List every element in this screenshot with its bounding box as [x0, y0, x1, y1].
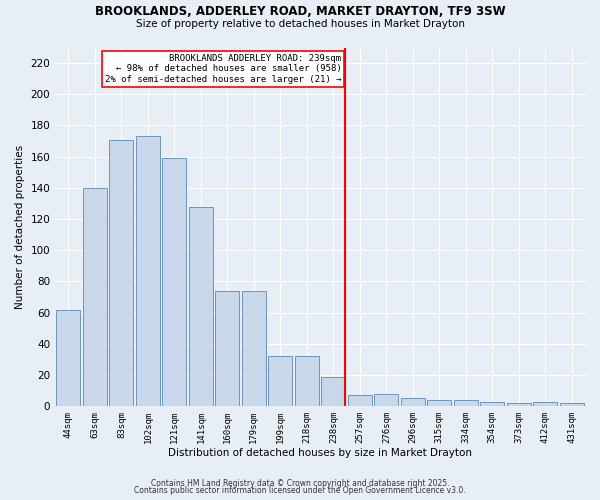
Bar [481, 402, 504, 406]
Text: Contains public sector information licensed under the Open Government Licence v3: Contains public sector information licen… [134, 486, 466, 495]
Bar [215, 291, 239, 406]
Bar [348, 396, 372, 406]
Bar [401, 398, 425, 406]
Y-axis label: Number of detached properties: Number of detached properties [15, 145, 25, 309]
Bar [109, 140, 133, 406]
Bar [189, 206, 213, 406]
Bar [322, 376, 345, 406]
Bar [454, 400, 478, 406]
Bar [374, 394, 398, 406]
Text: BROOKLANDS ADDERLEY ROAD: 239sqm
← 98% of detached houses are smaller (958)
2% o: BROOKLANDS ADDERLEY ROAD: 239sqm ← 98% o… [105, 54, 341, 84]
Bar [163, 158, 187, 406]
Bar [268, 356, 292, 406]
Bar [83, 188, 107, 406]
Bar [427, 400, 451, 406]
Bar [560, 403, 584, 406]
X-axis label: Distribution of detached houses by size in Market Drayton: Distribution of detached houses by size … [168, 448, 472, 458]
Bar [533, 402, 557, 406]
Text: Size of property relative to detached houses in Market Drayton: Size of property relative to detached ho… [136, 19, 464, 29]
Text: BROOKLANDS, ADDERLEY ROAD, MARKET DRAYTON, TF9 3SW: BROOKLANDS, ADDERLEY ROAD, MARKET DRAYTO… [95, 5, 505, 18]
Bar [242, 291, 266, 406]
Bar [136, 136, 160, 406]
Bar [507, 403, 530, 406]
Bar [56, 310, 80, 406]
Text: Contains HM Land Registry data © Crown copyright and database right 2025.: Contains HM Land Registry data © Crown c… [151, 478, 449, 488]
Bar [295, 356, 319, 406]
